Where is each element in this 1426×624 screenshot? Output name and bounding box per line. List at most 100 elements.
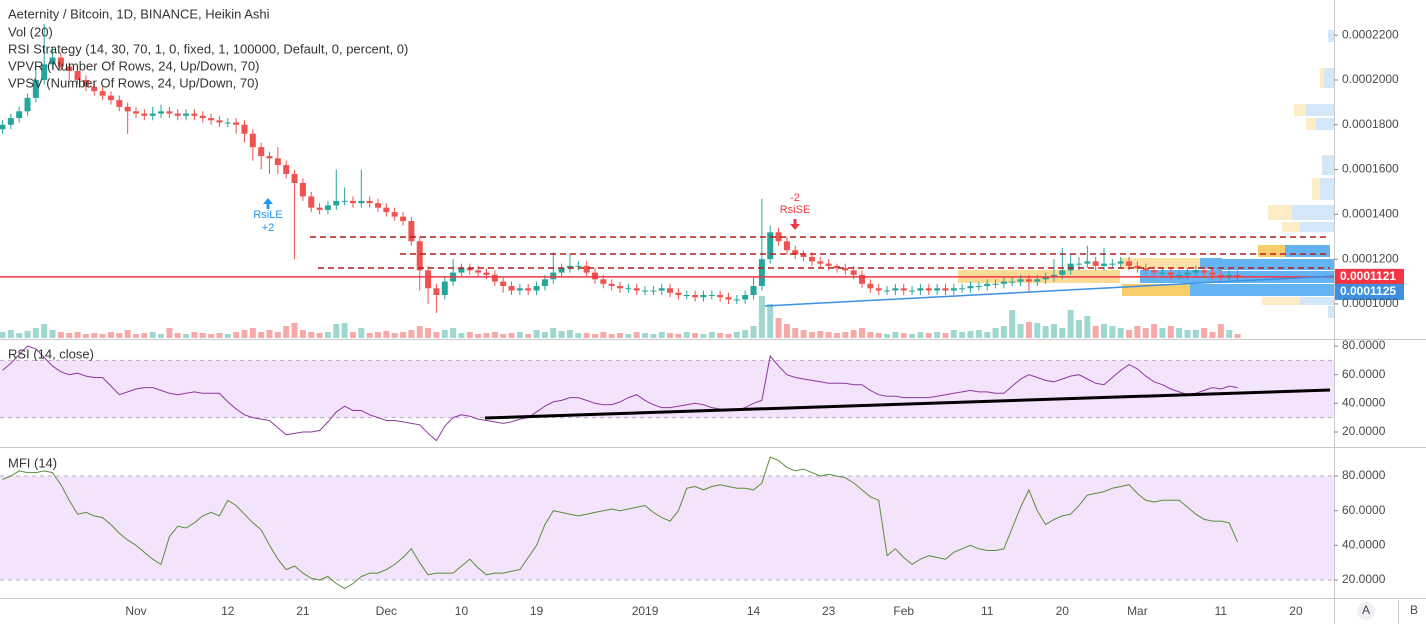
volume-bar xyxy=(299,330,306,338)
candle-body xyxy=(1075,263,1082,265)
volume-bar xyxy=(1167,326,1174,338)
x-tick-label: 20 xyxy=(1056,604,1070,618)
volume-bar xyxy=(1101,324,1108,338)
volume-bar xyxy=(950,330,957,338)
volume-bar xyxy=(625,334,632,338)
candle-body xyxy=(925,288,932,291)
y-tick-label: 80.0000 xyxy=(1342,338,1386,352)
volume-bar xyxy=(909,334,916,338)
indicator-label: VPVR (Number Of Rows, 24, Up/Down, 70) xyxy=(8,58,259,73)
scale-button[interactable]: A xyxy=(1362,603,1370,617)
volume-bar xyxy=(1084,316,1091,338)
candle-body xyxy=(984,283,991,287)
candle-body xyxy=(1067,263,1074,271)
volume-bar xyxy=(1159,328,1166,338)
y-tick-label: 0.0001200 xyxy=(1342,251,1399,265)
candle-body xyxy=(74,71,81,80)
volume-bar xyxy=(1142,328,1149,338)
candle-body xyxy=(366,200,373,204)
volume-bar xyxy=(733,332,740,338)
vp-row xyxy=(1285,245,1330,257)
candle-body xyxy=(416,241,423,271)
x-tick-label: Dec xyxy=(376,604,397,618)
volume-bar xyxy=(174,333,181,338)
y-tick-label: 0.0001600 xyxy=(1342,162,1399,176)
candle-body xyxy=(349,200,356,204)
candle-body xyxy=(133,111,139,114)
candle-body xyxy=(158,111,165,114)
candle-body xyxy=(199,115,206,119)
volume-bar xyxy=(808,332,815,338)
candle-body xyxy=(1192,270,1199,273)
volume-bar xyxy=(191,332,198,338)
volume-bar xyxy=(992,328,999,338)
volume-bar xyxy=(16,333,23,338)
candle-body xyxy=(892,288,899,291)
vp-row xyxy=(1320,178,1334,200)
volume-bar xyxy=(942,333,949,338)
vp-row xyxy=(1268,205,1292,220)
volume-bar xyxy=(892,332,899,338)
volume-bar xyxy=(934,332,941,338)
volume-bar xyxy=(341,323,348,338)
volume-bar xyxy=(667,333,674,338)
candle-body xyxy=(274,158,281,166)
volume-bar xyxy=(692,333,699,338)
candle-body xyxy=(959,288,966,290)
volume-bar xyxy=(1109,326,1116,338)
volume-bar xyxy=(800,330,807,338)
candle-body xyxy=(1009,281,1016,283)
scale-button-bg[interactable] xyxy=(1357,602,1375,620)
candle-body xyxy=(1050,274,1057,278)
x-tick-label: 11 xyxy=(1215,604,1228,618)
candle-body xyxy=(1142,268,1149,271)
volume-bar xyxy=(1017,324,1024,338)
volume-bar xyxy=(516,332,523,338)
y-tick-label: 20.0000 xyxy=(1342,424,1386,438)
volume-bar xyxy=(425,328,432,338)
candle-body xyxy=(783,241,790,251)
annotation-qty: +2 xyxy=(262,222,275,234)
volume-bar xyxy=(57,332,64,338)
candle-body xyxy=(708,294,715,296)
volume-bar xyxy=(333,324,340,338)
vp-row xyxy=(1324,68,1334,88)
candle-body xyxy=(1226,274,1233,278)
y-tick-label: 80.0000 xyxy=(1342,468,1386,482)
candle-body xyxy=(174,113,181,116)
volume-bar xyxy=(1067,310,1074,338)
indicator-label: RSI Strategy (14, 30, 70, 1, 0, fixed, 1… xyxy=(8,41,408,56)
candle-body xyxy=(299,182,306,197)
vp-session-row xyxy=(1200,258,1222,269)
band-fill xyxy=(0,360,1334,418)
price-label: 0.0001125 xyxy=(1340,284,1396,298)
volume-bar xyxy=(158,334,165,338)
candle-body xyxy=(408,221,415,242)
volume-bar xyxy=(900,333,907,338)
volume-bar xyxy=(583,333,590,338)
scale-button[interactable]: B xyxy=(1410,603,1418,617)
candle-body xyxy=(658,288,665,291)
volume-bar xyxy=(1217,324,1224,338)
volume-bar xyxy=(91,333,98,338)
volume-bar xyxy=(116,333,123,338)
candle-body xyxy=(575,265,582,267)
candle-body xyxy=(642,290,649,292)
candle-body xyxy=(1101,263,1108,266)
volume-bar xyxy=(141,333,148,338)
candle-body xyxy=(792,250,799,255)
candle-body xyxy=(1209,272,1216,275)
candle-body xyxy=(808,256,815,262)
candle-body xyxy=(934,288,941,291)
vp-row xyxy=(1328,306,1334,318)
candle-body xyxy=(1059,270,1066,275)
candle-body xyxy=(24,97,31,112)
candle-body xyxy=(57,57,64,67)
short-entry-arrow xyxy=(790,219,800,230)
volume-bar xyxy=(166,328,173,338)
y-tick-label: 40.0000 xyxy=(1342,538,1386,552)
volume-bar xyxy=(1034,323,1041,338)
volume-bar xyxy=(416,326,423,338)
candle-body xyxy=(508,286,515,291)
